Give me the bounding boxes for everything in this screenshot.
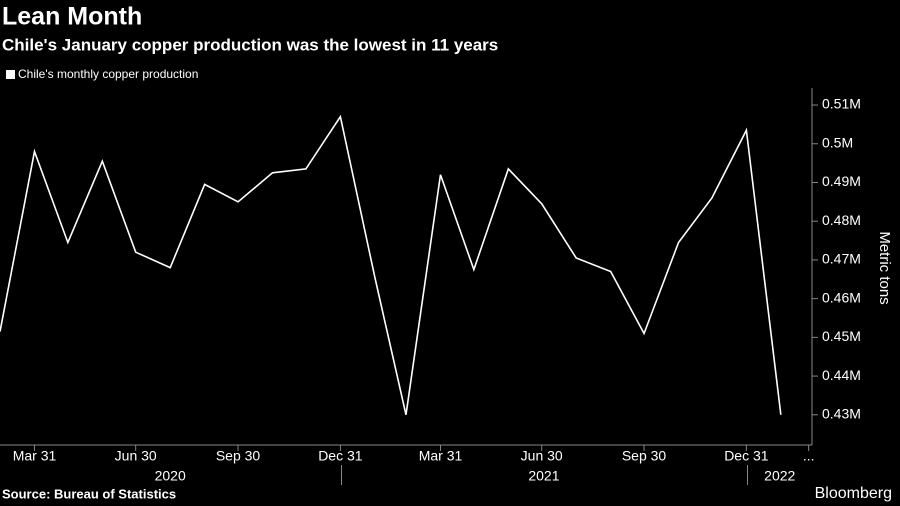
legend-swatch <box>6 70 15 79</box>
x-tick-label: Dec 31 <box>318 448 363 464</box>
chart-subtitle: Chile's January copper production was th… <box>2 35 498 54</box>
x-tick-label: Jun 30 <box>115 448 157 464</box>
y-tick-label: 0.43M <box>822 406 861 422</box>
x-tick-label: Sep 30 <box>216 448 261 464</box>
brand: Bloomberg <box>815 485 892 502</box>
y-tick-label: 0.46M <box>822 289 861 305</box>
x-tick-label: Jun 30 <box>521 448 563 464</box>
x-tick-label: Mar 31 <box>13 448 57 464</box>
x-tick-label: Sep 30 <box>622 448 667 464</box>
chart-title: Lean Month <box>2 3 142 31</box>
y-tick-label: 0.48M <box>822 212 861 228</box>
y-tick-label: 0.47M <box>822 251 861 267</box>
y-tick-label: 0.45M <box>822 328 861 344</box>
x-year-label: 2022 <box>764 468 795 484</box>
x-tick-label: Mar 31 <box>419 448 463 464</box>
x-tick-label: ... <box>803 448 815 464</box>
source: Source: Bureau of Statistics <box>2 486 176 501</box>
y-tick-label: 0.51M <box>822 96 861 112</box>
data-line <box>0 114 782 415</box>
x-tick-label: Dec 31 <box>724 448 769 464</box>
x-year-label: 2021 <box>528 468 559 484</box>
y-tick-label: 0.49M <box>822 173 861 189</box>
x-year-label: 2020 <box>155 468 186 484</box>
y-tick-label: 0.44M <box>822 367 861 383</box>
y-tick-label: 0.5M <box>822 134 853 150</box>
y-axis-label: Metric tons <box>876 231 893 304</box>
legend-label: Chile's monthly copper production <box>18 67 198 81</box>
